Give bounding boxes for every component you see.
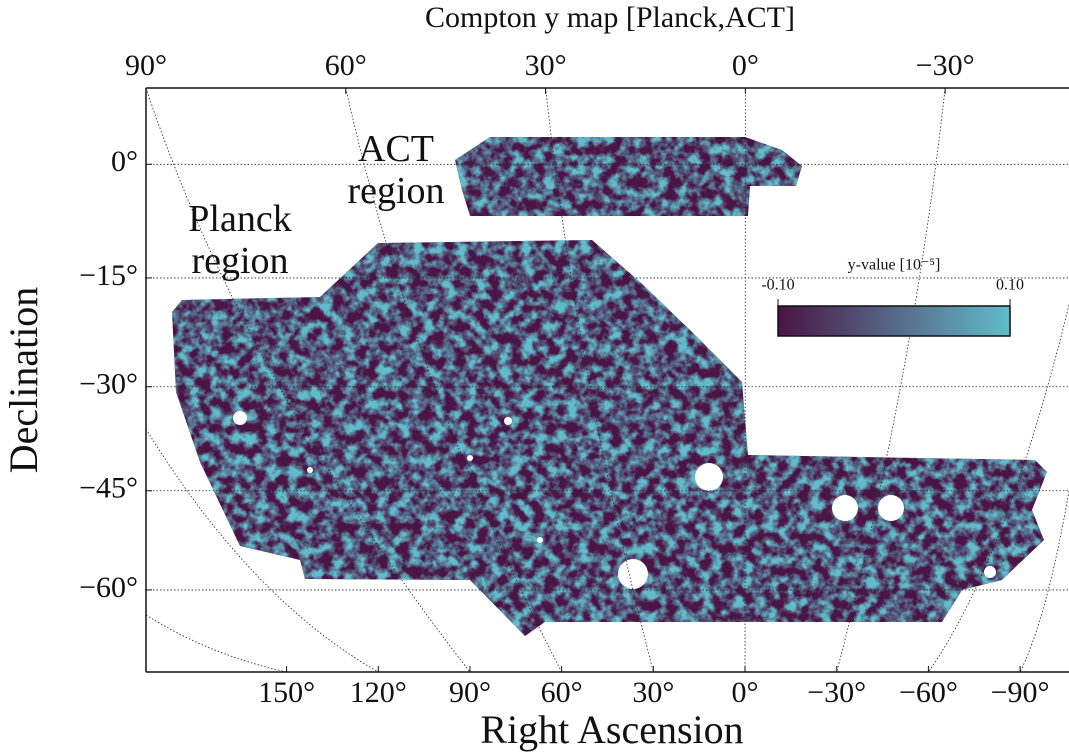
y-axis-label: Declination bbox=[1, 287, 46, 474]
mask-hole bbox=[832, 495, 858, 521]
map-texture bbox=[455, 137, 802, 216]
x-axis-label: Right Ascension bbox=[480, 707, 743, 752]
y-tick-label: 0° bbox=[111, 145, 138, 178]
grid-line bbox=[928, 304, 1069, 673]
mask-hole bbox=[233, 411, 247, 425]
annotation: Planck region bbox=[188, 198, 292, 282]
x-tick-label-top: 60° bbox=[325, 49, 367, 82]
y-tick-label: −30° bbox=[79, 368, 138, 401]
mask-hole bbox=[695, 463, 723, 491]
grid-line bbox=[545, 87, 654, 673]
colorbar-tick-label: -0.10 bbox=[761, 277, 794, 294]
grid-line bbox=[345, 87, 563, 673]
x-tick-label-bottom: 120° bbox=[350, 676, 407, 709]
x-tick-label-bottom: 30° bbox=[632, 676, 674, 709]
y-tick-label: −45° bbox=[79, 472, 138, 505]
chart-title: Compton y map [Planck,ACT] bbox=[425, 1, 795, 34]
x-tick-label-bottom: 150° bbox=[258, 676, 315, 709]
grid-line bbox=[145, 87, 471, 673]
y-tick-label: −15° bbox=[79, 259, 138, 292]
x-tick-label-bottom: −30° bbox=[807, 676, 866, 709]
grid-line bbox=[836, 87, 946, 673]
x-tick-label-bottom: 60° bbox=[541, 676, 583, 709]
colorbar-tick-label: 0.10 bbox=[996, 277, 1024, 294]
grid-line bbox=[145, 614, 287, 673]
grid-line bbox=[145, 428, 379, 673]
y-tick-label: −60° bbox=[79, 571, 138, 604]
x-tick-label-top: −30° bbox=[916, 49, 975, 82]
grid-line bbox=[1019, 490, 1069, 673]
x-tick-label-top: 0° bbox=[732, 49, 759, 82]
x-tick-label-bottom: −60° bbox=[899, 676, 958, 709]
x-tick-label-bottom: 0° bbox=[732, 676, 759, 709]
map-region bbox=[172, 137, 1047, 636]
mask-hole bbox=[537, 537, 543, 543]
mask-hole bbox=[467, 455, 473, 461]
colorbar-label: y-value [10⁻⁵] bbox=[848, 257, 941, 274]
x-tick-label-top: 90° bbox=[125, 49, 167, 82]
map-texture bbox=[172, 240, 1047, 636]
mask-hole bbox=[504, 417, 512, 425]
mask-hole bbox=[984, 566, 996, 578]
x-tick-label-bottom: 90° bbox=[449, 676, 491, 709]
colorbar bbox=[777, 305, 1011, 337]
mask-hole bbox=[878, 495, 904, 521]
x-tick-label-bottom: −90° bbox=[991, 676, 1050, 709]
x-tick-label-top: 30° bbox=[525, 49, 567, 82]
mask-hole bbox=[618, 559, 648, 589]
annotation: ACT region bbox=[347, 128, 445, 212]
mask-hole bbox=[307, 467, 313, 473]
